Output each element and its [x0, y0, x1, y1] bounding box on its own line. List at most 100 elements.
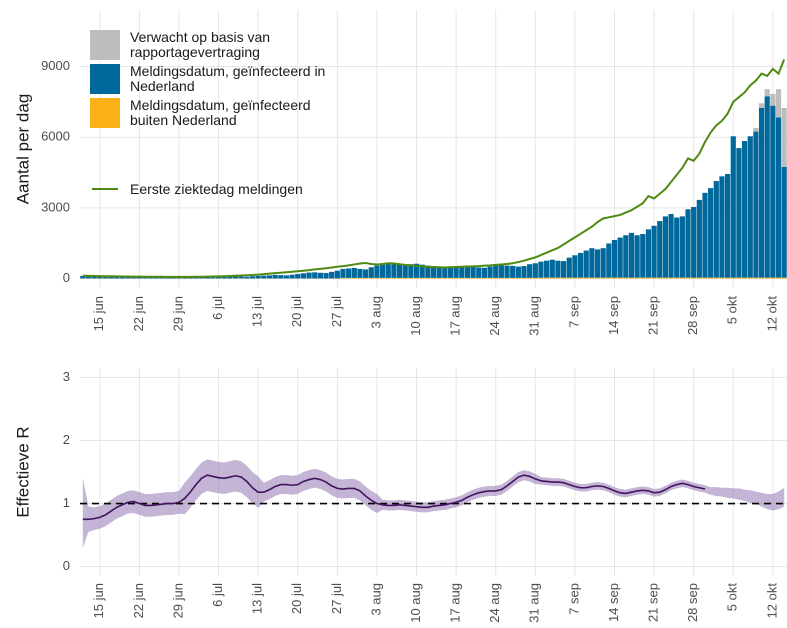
bar: [634, 235, 640, 278]
bar: [549, 277, 555, 279]
bar: [566, 277, 572, 279]
bar: [521, 277, 527, 279]
x-tick-label: 27 jul: [329, 296, 344, 327]
bar: [504, 265, 510, 278]
bar: [408, 277, 414, 279]
bar: [527, 264, 533, 278]
bar: [215, 276, 222, 279]
x-tick-label: 3 aug: [368, 296, 383, 329]
bar: [764, 89, 770, 97]
x-tick-label: 22 jun: [131, 583, 146, 618]
y-tick-label: 0: [63, 558, 70, 573]
bar: [560, 277, 567, 279]
bar: [577, 277, 584, 279]
bar: [249, 276, 256, 279]
x-tick-label: 17 aug: [448, 583, 463, 623]
bar: [555, 277, 561, 279]
bar: [442, 267, 448, 278]
bar: [363, 269, 369, 278]
bar: [487, 266, 493, 278]
legend-item: Meldingsdatum, geïnfecteerd buiten Neder…: [90, 98, 350, 128]
bar: [657, 221, 663, 278]
bar: [764, 96, 770, 278]
x-tick-label: 13 jul: [250, 296, 265, 327]
bar: [442, 277, 448, 279]
bar: [708, 188, 714, 278]
bar: [368, 277, 374, 279]
bar: [532, 277, 538, 279]
bar: [640, 277, 646, 279]
bar: [447, 266, 454, 278]
bar: [413, 277, 420, 279]
bar: [357, 277, 363, 279]
bar: [611, 277, 618, 279]
bar: [283, 275, 290, 279]
legend: Verwacht op basis van rapportagevertragi…: [90, 30, 350, 208]
bar: [199, 277, 205, 279]
x-tick-label: 10 aug: [408, 296, 423, 336]
bar: [674, 277, 680, 279]
bar: [758, 277, 765, 279]
bar: [481, 277, 488, 279]
bar: [538, 277, 544, 279]
bar: [583, 277, 589, 279]
bar: [515, 277, 521, 279]
bar: [300, 273, 307, 279]
bar: [753, 128, 759, 132]
x-tick-label: 5 okt: [725, 296, 740, 325]
bar: [85, 276, 92, 279]
bar: [334, 270, 340, 279]
bar: [600, 277, 606, 279]
x-tick-label: 12 okt: [764, 583, 779, 619]
bar: [244, 276, 250, 279]
x-tick-label: 24 aug: [487, 296, 502, 336]
bar: [657, 277, 663, 279]
bar: [108, 276, 114, 279]
bar: [611, 239, 618, 278]
bar: [447, 277, 454, 279]
bar: [623, 277, 629, 279]
bar: [261, 275, 267, 279]
legend-swatch: [90, 64, 120, 94]
bar: [419, 277, 425, 279]
y-tick-label: 3000: [41, 199, 70, 214]
bar: [775, 117, 782, 278]
bar: [572, 255, 578, 278]
x-tick-label: 6 jul: [210, 296, 225, 320]
legend-swatch: [90, 174, 120, 204]
bar: [498, 265, 504, 278]
bar: [493, 277, 499, 279]
bar: [594, 249, 601, 278]
y-tick-label: 9000: [41, 58, 70, 73]
bar: [278, 275, 284, 279]
bar: [527, 277, 533, 279]
bar: [634, 277, 640, 279]
bar: [623, 235, 629, 278]
legend-item: Verwacht op basis van rapportagevertragi…: [90, 30, 350, 60]
x-tick-label: 22 jun: [131, 296, 146, 331]
bar: [628, 277, 635, 279]
y-tick-label: 6000: [41, 129, 70, 144]
bar: [227, 276, 233, 279]
bar: [476, 267, 482, 278]
bar: [702, 277, 708, 279]
x-tick-label: 31 aug: [527, 583, 542, 623]
bar: [770, 277, 776, 279]
bar: [255, 275, 261, 279]
bar: [425, 277, 431, 279]
x-tick-label: 14 sep: [606, 583, 621, 622]
x-tick-label: 13 jul: [250, 583, 265, 614]
bar: [385, 277, 391, 279]
bar: [210, 277, 216, 279]
bar: [719, 277, 725, 279]
bar: [708, 277, 714, 279]
bar: [685, 209, 691, 278]
bar: [617, 237, 623, 278]
bar: [696, 199, 702, 278]
bar: [583, 250, 589, 278]
line: [82, 474, 706, 521]
bar: [396, 264, 403, 278]
legend-label: Verwacht op basis van rapportagevertragi…: [130, 29, 271, 60]
